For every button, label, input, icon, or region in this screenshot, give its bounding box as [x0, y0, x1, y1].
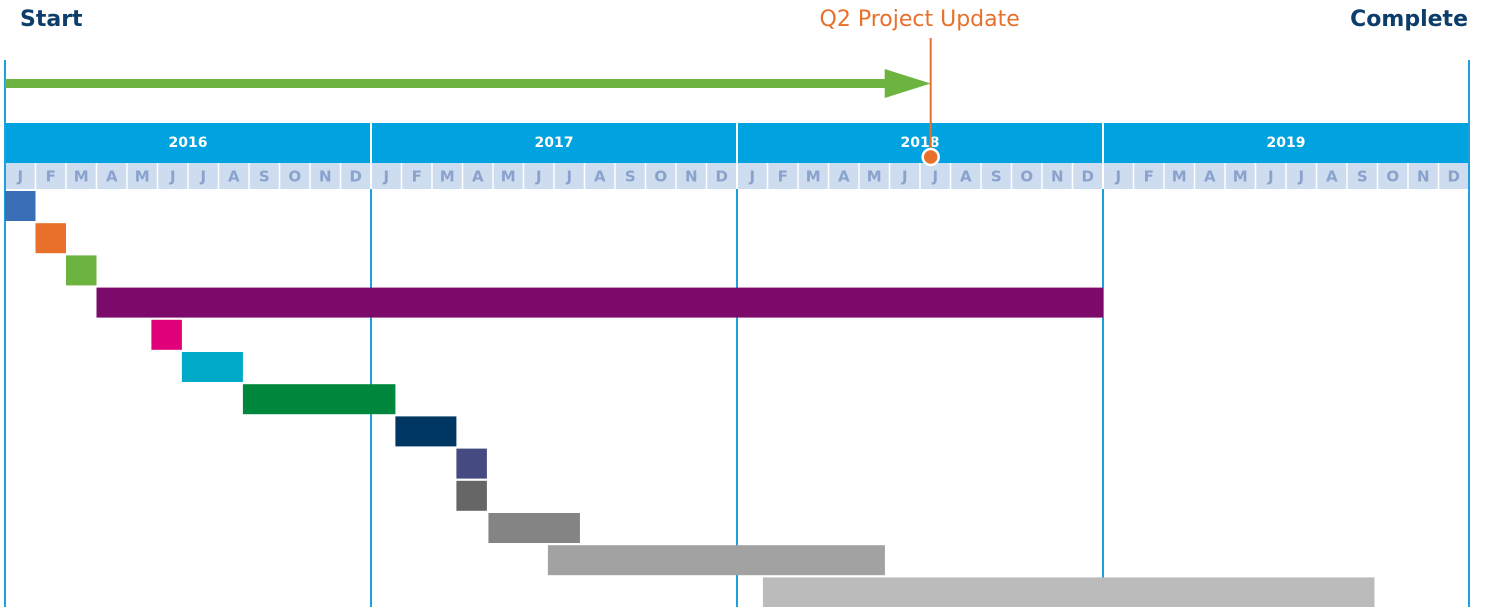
- month-label: A: [106, 168, 118, 186]
- task-bar: [456, 480, 487, 511]
- month-label: J: [16, 168, 23, 186]
- month-label: A: [960, 168, 972, 186]
- month-label: S: [991, 168, 1002, 186]
- month-label: M: [1233, 168, 1248, 186]
- month-label: J: [1297, 168, 1304, 186]
- start-label: Start: [20, 7, 83, 32]
- milestone-label: Q2 Project Update: [820, 7, 1020, 32]
- month-label: N: [319, 168, 332, 186]
- end-label: Complete: [1350, 7, 1468, 32]
- month-label: A: [472, 168, 484, 186]
- month-label: J: [1267, 168, 1274, 186]
- month-label: D: [1448, 168, 1460, 186]
- month-label: J: [199, 168, 206, 186]
- month-label: N: [1051, 168, 1064, 186]
- month-label: M: [501, 168, 516, 186]
- month-label: M: [135, 168, 150, 186]
- month-label: O: [1020, 168, 1033, 186]
- month-label: J: [535, 168, 542, 186]
- month-label: F: [1144, 168, 1154, 186]
- milestone-dot: [921, 147, 940, 167]
- month-label: O: [288, 168, 301, 186]
- month-label: J: [382, 168, 389, 186]
- month-label: N: [685, 168, 698, 186]
- task-bar: [242, 384, 396, 415]
- month-label: A: [1326, 168, 1338, 186]
- progress-shaft: [5, 79, 886, 88]
- task-bar: [488, 513, 580, 543]
- month-label: F: [778, 168, 788, 186]
- month-label: J: [169, 168, 176, 186]
- task-bar: [96, 287, 1103, 318]
- month-label: S: [259, 168, 270, 186]
- month-label: A: [1204, 168, 1216, 186]
- progress-head: [884, 69, 931, 98]
- month-label: A: [228, 168, 240, 186]
- month-label: A: [594, 168, 606, 186]
- month-label: S: [625, 168, 636, 186]
- year-label: 2017: [535, 135, 574, 151]
- month-label: M: [806, 168, 821, 186]
- task-bar: [66, 255, 97, 286]
- task-bar: [35, 223, 66, 254]
- month-label: N: [1417, 168, 1430, 186]
- month-label: D: [350, 168, 362, 186]
- month-label: O: [1386, 168, 1399, 186]
- month-label: M: [74, 168, 89, 186]
- task-bar: [456, 448, 487, 479]
- task-bar: [5, 191, 36, 221]
- month-label: J: [748, 168, 755, 186]
- year-label: 2019: [1267, 135, 1306, 151]
- month-label: M: [440, 168, 455, 186]
- month-label: J: [931, 168, 938, 186]
- month-label: D: [1082, 168, 1094, 186]
- month-label: O: [654, 168, 667, 186]
- month-label: A: [838, 168, 850, 186]
- month-label: F: [412, 168, 422, 186]
- month-label: J: [1114, 168, 1121, 186]
- month-label: F: [46, 168, 56, 186]
- month-label: M: [867, 168, 882, 186]
- task-bar: [547, 545, 885, 576]
- year-label: 2016: [169, 135, 208, 151]
- month-label: M: [1172, 168, 1187, 186]
- task-bar: [151, 319, 182, 350]
- month-label: S: [1357, 168, 1368, 186]
- month-label: J: [901, 168, 908, 186]
- task-bar: [395, 416, 457, 447]
- month-label: J: [565, 168, 572, 186]
- task-bar: [762, 577, 1375, 607]
- month-label: D: [716, 168, 728, 186]
- task-bar: [181, 352, 243, 382]
